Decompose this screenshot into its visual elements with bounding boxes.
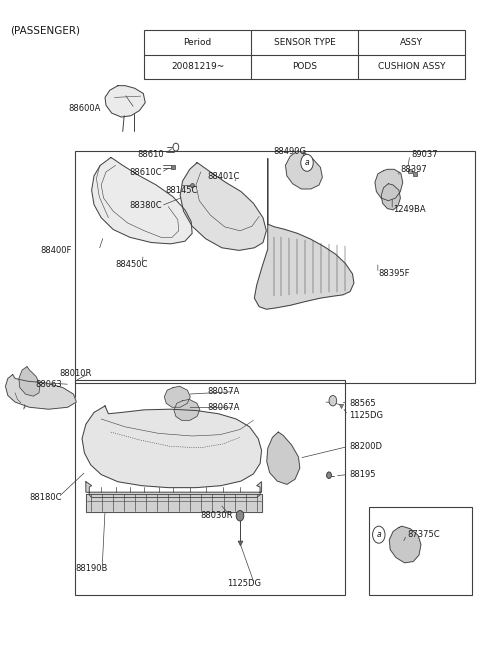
Bar <box>144 30 465 79</box>
Text: 1125DG: 1125DG <box>227 579 261 588</box>
Circle shape <box>236 510 244 521</box>
Text: 88010R: 88010R <box>59 369 92 378</box>
Text: 88397: 88397 <box>401 165 428 174</box>
Text: 88610C: 88610C <box>129 168 161 177</box>
Circle shape <box>372 526 385 543</box>
Text: 88380C: 88380C <box>129 202 162 210</box>
Bar <box>369 507 472 595</box>
Polygon shape <box>86 481 262 497</box>
Text: 88030R: 88030R <box>201 512 233 520</box>
Text: 20081219~: 20081219~ <box>171 62 224 71</box>
Text: 88063: 88063 <box>35 380 62 389</box>
Text: 88395F: 88395F <box>379 269 410 278</box>
Text: 88180C: 88180C <box>29 493 62 502</box>
Text: 88401C: 88401C <box>207 172 240 181</box>
Text: 1125DG: 1125DG <box>349 411 383 420</box>
Polygon shape <box>82 406 262 487</box>
Text: 88610: 88610 <box>137 150 164 159</box>
Circle shape <box>329 396 336 406</box>
Polygon shape <box>180 163 266 250</box>
Text: 88565: 88565 <box>349 399 376 408</box>
Polygon shape <box>19 367 40 396</box>
Polygon shape <box>375 170 403 200</box>
Circle shape <box>326 472 331 479</box>
Text: 88145C: 88145C <box>166 186 198 195</box>
Text: a: a <box>376 530 381 539</box>
Text: 88190B: 88190B <box>75 563 107 572</box>
Text: SENSOR TYPE: SENSOR TYPE <box>274 38 336 47</box>
Polygon shape <box>86 493 262 512</box>
Polygon shape <box>267 432 300 484</box>
Text: 88450C: 88450C <box>116 260 148 269</box>
Text: ASSY: ASSY <box>400 38 423 47</box>
Text: 1249BA: 1249BA <box>393 206 426 214</box>
Circle shape <box>173 143 179 151</box>
Polygon shape <box>5 375 76 409</box>
Text: 88400F: 88400F <box>40 246 72 255</box>
Text: a: a <box>305 159 309 167</box>
Polygon shape <box>381 183 400 210</box>
Text: 88067A: 88067A <box>207 403 240 413</box>
Text: 88195: 88195 <box>349 470 376 479</box>
Polygon shape <box>92 158 192 244</box>
Text: CUSHION ASSY: CUSHION ASSY <box>378 62 445 71</box>
Polygon shape <box>286 151 323 189</box>
Polygon shape <box>389 526 421 563</box>
Text: 88490G: 88490G <box>274 147 307 155</box>
Text: 88200D: 88200D <box>349 442 382 451</box>
Bar <box>75 380 345 595</box>
Bar <box>75 151 475 383</box>
Polygon shape <box>174 400 200 421</box>
Text: Period: Period <box>183 38 212 47</box>
Text: 87375C: 87375C <box>408 530 440 539</box>
Polygon shape <box>164 386 190 407</box>
Circle shape <box>301 155 313 172</box>
Polygon shape <box>254 159 354 309</box>
Text: 88600A: 88600A <box>69 104 101 113</box>
Text: 89037: 89037 <box>411 151 438 159</box>
Text: (PASSENGER): (PASSENGER) <box>10 26 80 35</box>
Polygon shape <box>105 86 145 117</box>
Text: PODS: PODS <box>292 62 317 71</box>
Text: 88057A: 88057A <box>207 387 240 396</box>
